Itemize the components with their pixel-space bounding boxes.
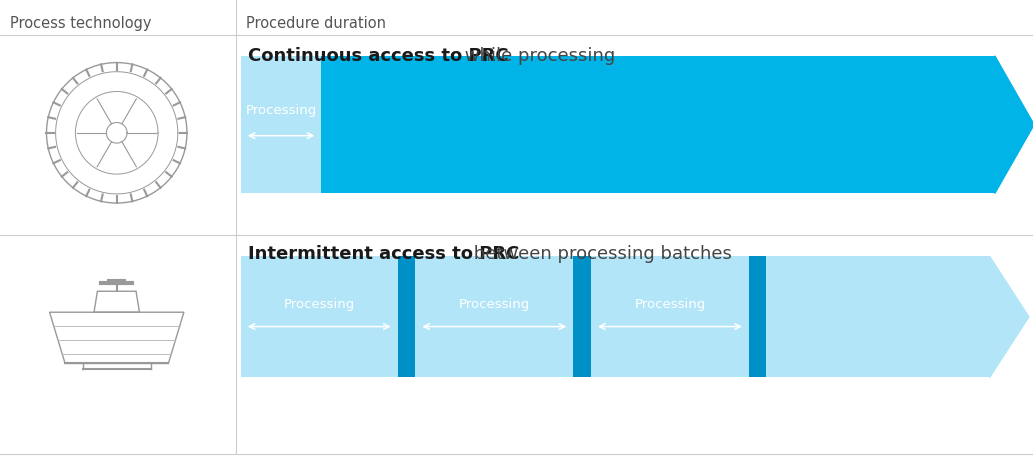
- Text: Process technology: Process technology: [10, 16, 152, 31]
- Bar: [321, 56, 995, 193]
- Text: Processing: Processing: [459, 298, 530, 311]
- Polygon shape: [990, 256, 1029, 377]
- Text: between processing batches: between processing batches: [468, 245, 732, 263]
- Text: Intermittent access to PRC: Intermittent access to PRC: [248, 245, 520, 263]
- Bar: [241, 56, 995, 193]
- Text: Processing: Processing: [284, 298, 354, 311]
- Polygon shape: [995, 56, 1033, 193]
- Text: Processing: Processing: [246, 104, 317, 117]
- Bar: [573, 256, 591, 377]
- Text: Processing: Processing: [634, 298, 706, 311]
- Text: Continuous access to PRC: Continuous access to PRC: [248, 47, 508, 65]
- Polygon shape: [995, 56, 1033, 193]
- Bar: [749, 256, 766, 377]
- Bar: [241, 256, 990, 377]
- Text: Procedure duration: Procedure duration: [246, 16, 386, 31]
- Bar: [398, 256, 415, 377]
- Text: while processing: while processing: [459, 47, 615, 65]
